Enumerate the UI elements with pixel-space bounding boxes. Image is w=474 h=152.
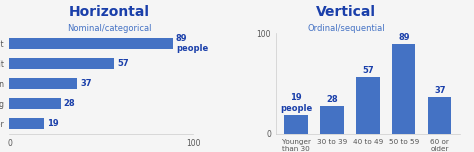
Bar xyxy=(320,106,344,134)
Bar xyxy=(284,115,308,134)
Text: Nominal/categorical: Nominal/categorical xyxy=(67,24,151,33)
Text: 19
people: 19 people xyxy=(280,93,312,113)
Bar xyxy=(428,97,451,134)
Text: Vertical: Vertical xyxy=(316,5,376,19)
Text: 89
people: 89 people xyxy=(176,34,208,53)
Text: Ordinal/sequential: Ordinal/sequential xyxy=(307,24,385,33)
Bar xyxy=(356,77,380,134)
Text: 89: 89 xyxy=(398,33,410,42)
Text: 28: 28 xyxy=(326,95,338,104)
Text: 19: 19 xyxy=(47,119,59,128)
Bar xyxy=(9,78,77,89)
Bar xyxy=(9,58,114,69)
Text: 57: 57 xyxy=(362,66,374,75)
Text: 37: 37 xyxy=(80,79,92,88)
Text: 28: 28 xyxy=(64,99,75,108)
Text: Horizontal: Horizontal xyxy=(69,5,149,19)
Bar xyxy=(392,45,416,134)
Bar xyxy=(9,38,173,49)
Text: 57: 57 xyxy=(117,59,128,68)
Bar xyxy=(9,118,45,129)
Bar xyxy=(9,98,61,109)
Text: 37: 37 xyxy=(434,86,446,95)
